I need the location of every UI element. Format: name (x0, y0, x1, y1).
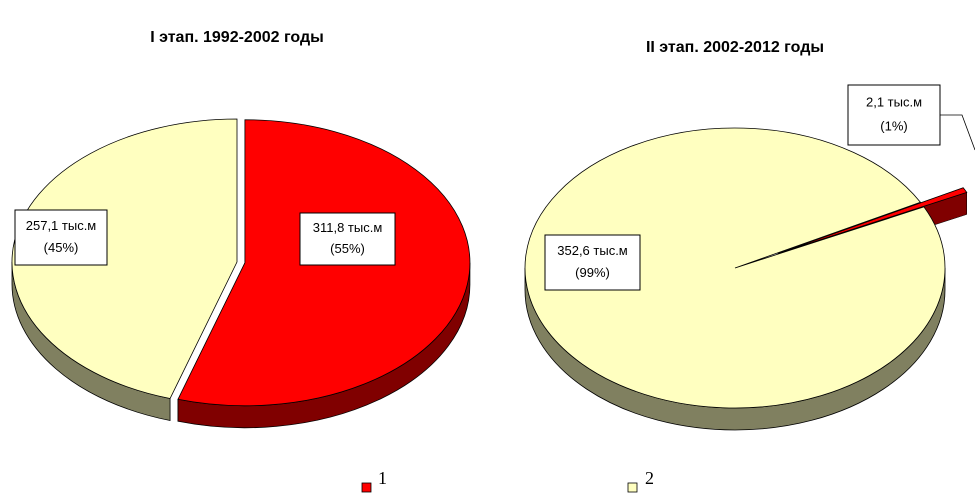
data-label: 2,1 тыс.м (866, 94, 922, 109)
label-box (299, 212, 396, 266)
pie-slice (777, 187, 968, 254)
data-label: 352,6 тыс.м (557, 243, 628, 258)
leader-line (940, 114, 975, 151)
data-label: (55%) (330, 241, 365, 256)
data-label: (45%) (44, 240, 79, 255)
data-label: 257,1 тыс.м (26, 218, 97, 233)
legend-label: 2 (645, 468, 654, 488)
label-box (847, 84, 941, 146)
data-label: 311,8 тыс.м (313, 220, 383, 235)
legend-label: 1 (378, 468, 387, 488)
label-box (14, 209, 108, 266)
chart-title: I этап. 1992-2002 годы (150, 29, 324, 46)
data-label: (1%) (880, 118, 907, 133)
legend-swatch (627, 482, 638, 493)
chart-title: II этап. 2002-2012 годы (646, 39, 824, 56)
pie-slice (524, 127, 946, 409)
legend-swatch (361, 482, 372, 493)
data-label: (99%) (575, 265, 610, 280)
label-box (544, 234, 641, 291)
